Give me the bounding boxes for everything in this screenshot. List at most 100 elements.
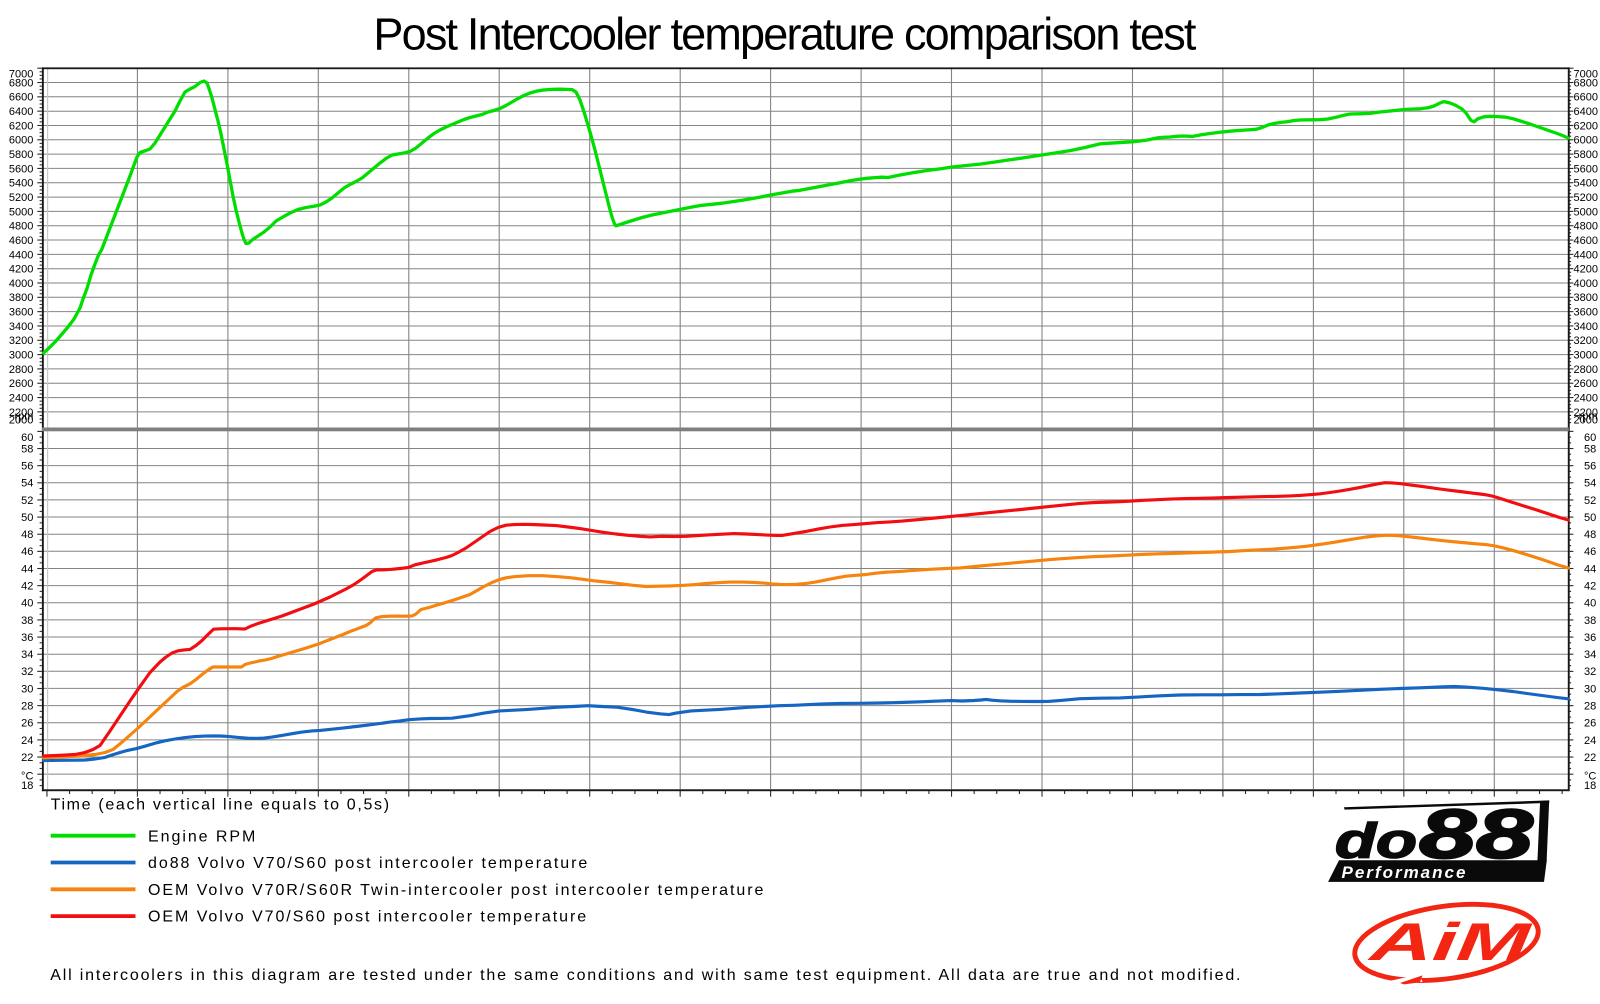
svg-text:26: 26 [21,718,33,730]
svg-text:5200: 5200 [1574,192,1598,204]
svg-text:34: 34 [21,649,33,661]
svg-text:2800: 2800 [9,364,33,376]
svg-text:40: 40 [21,598,33,610]
svg-text:54: 54 [21,478,33,490]
svg-text:50: 50 [21,512,33,524]
svg-text:22: 22 [1584,752,1596,764]
svg-text:2600: 2600 [9,378,33,390]
svg-text:4000: 4000 [1574,278,1598,290]
svg-text:6600: 6600 [1574,92,1598,104]
svg-text:6800: 6800 [9,77,33,89]
svg-text:4800: 4800 [1574,221,1598,233]
svg-text:48: 48 [21,529,33,541]
svg-text:6000: 6000 [1574,135,1598,147]
svg-text:44: 44 [21,563,33,575]
svg-text:°C: °C [1584,770,1596,782]
svg-text:4400: 4400 [1574,249,1598,261]
svg-text:5000: 5000 [1574,206,1598,218]
svg-text:28: 28 [21,701,33,713]
svg-text:3600: 3600 [9,307,33,319]
svg-text:AiM: AiM [1365,913,1535,972]
svg-text:OEM Volvo V70R/S60R Twin-inter: OEM Volvo V70R/S60R Twin-intercooler pos… [148,882,765,899]
svg-text:6400: 6400 [1574,106,1598,118]
svg-text:3800: 3800 [9,292,33,304]
svg-text:50: 50 [1584,512,1596,524]
svg-text:56: 56 [21,461,33,473]
svg-text:44: 44 [1584,563,1596,575]
svg-text:4200: 4200 [1574,264,1598,276]
svg-text:24: 24 [1584,735,1596,747]
svg-text:6600: 6600 [9,92,33,104]
svg-text:°C: °C [21,770,33,782]
svg-text:2600: 2600 [1574,378,1598,390]
svg-text:4400: 4400 [9,249,33,261]
svg-text:48: 48 [1584,529,1596,541]
svg-text:58: 58 [21,443,33,455]
svg-text:OEM Volvo V70/S60 post interco: OEM Volvo V70/S60 post intercooler tempe… [148,909,588,926]
svg-text:26: 26 [1584,718,1596,730]
svg-text:2000: 2000 [9,415,33,427]
svg-text:2400: 2400 [9,393,33,405]
svg-text:40: 40 [1584,598,1596,610]
svg-text:4600: 4600 [1574,235,1598,247]
svg-text:54: 54 [1584,478,1596,490]
svg-text:46: 46 [1584,546,1596,558]
svg-text:60: 60 [1584,432,1596,444]
svg-text:46: 46 [21,546,33,558]
svg-text:3400: 3400 [1574,321,1598,333]
svg-text:Time (each vertical line equal: Time (each vertical line equals to 0,5s) [51,796,391,813]
svg-text:5400: 5400 [1574,178,1598,190]
svg-text:30: 30 [21,683,33,695]
svg-text:28: 28 [1584,701,1596,713]
svg-text:3400: 3400 [9,321,33,333]
svg-text:6800: 6800 [1574,77,1598,89]
svg-text:30: 30 [1584,683,1596,695]
svg-text:36: 36 [21,632,33,644]
svg-text:6400: 6400 [9,106,33,118]
svg-text:3800: 3800 [1574,292,1598,304]
svg-text:7000: 7000 [1574,69,1598,81]
svg-text:56: 56 [1584,461,1596,473]
svg-text:6200: 6200 [9,120,33,132]
svg-text:2400: 2400 [1574,393,1598,405]
svg-text:3600: 3600 [1574,307,1598,319]
svg-text:32: 32 [1584,666,1596,678]
svg-text:Post Intercooler temperature c: Post Intercooler temperature comparison … [373,9,1197,60]
svg-text:52: 52 [21,495,33,507]
svg-text:do: do [1335,815,1417,869]
svg-text:5800: 5800 [1574,149,1598,161]
svg-text:2200: 2200 [1574,407,1598,419]
svg-text:Engine RPM: Engine RPM [148,828,257,845]
svg-text:rpm: rpm [14,410,33,422]
svg-text:2800: 2800 [1574,364,1598,376]
svg-text:34: 34 [1584,649,1596,661]
svg-text:rpm: rpm [1579,410,1598,422]
svg-text:5600: 5600 [9,163,33,175]
svg-text:38: 38 [21,615,33,627]
svg-text:4800: 4800 [9,221,33,233]
svg-text:3200: 3200 [9,335,33,347]
svg-text:6200: 6200 [1574,120,1598,132]
svg-text:38: 38 [1584,615,1596,627]
svg-text:7000: 7000 [9,69,33,81]
svg-text:18: 18 [1584,780,1596,792]
svg-text:5800: 5800 [9,149,33,161]
svg-text:5200: 5200 [9,192,33,204]
svg-text:2200: 2200 [9,407,33,419]
svg-text:18: 18 [21,780,33,792]
svg-text:do88 Volvo V70/S60 post interc: do88 Volvo V70/S60 post intercooler temp… [148,855,589,872]
svg-text:6000: 6000 [9,135,33,147]
svg-text:4200: 4200 [9,264,33,276]
svg-text:3000: 3000 [9,350,33,362]
svg-text:4000: 4000 [9,278,33,290]
svg-text:3000: 3000 [1574,350,1598,362]
svg-text:52: 52 [1584,495,1596,507]
svg-text:5000: 5000 [9,206,33,218]
svg-text:3200: 3200 [1574,335,1598,347]
svg-text:58: 58 [1584,443,1596,455]
svg-text:24: 24 [21,735,33,747]
svg-text:All intercoolers in this diagr: All intercoolers in this diagram are tes… [50,967,1242,984]
svg-text:5400: 5400 [9,178,33,190]
svg-text:42: 42 [1584,581,1596,593]
svg-text:Performance: Performance [1342,863,1468,882]
